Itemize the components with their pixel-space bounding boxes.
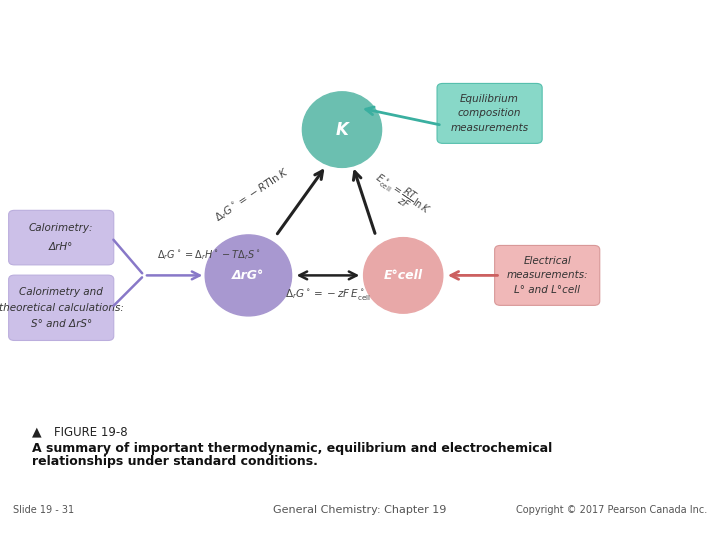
Text: L° and L°cell: L° and L°cell [514, 285, 580, 295]
Text: FIGURE 19-8: FIGURE 19-8 [54, 426, 127, 438]
Text: Calorimetry:: Calorimetry: [29, 224, 94, 233]
FancyBboxPatch shape [9, 210, 114, 265]
Ellipse shape [205, 235, 292, 316]
FancyBboxPatch shape [9, 275, 114, 341]
Text: theoretical calculations:: theoretical calculations: [0, 303, 124, 313]
Text: Calorimetry and: Calorimetry and [19, 287, 103, 296]
Text: Copyright © 2017 Pearson Canada Inc.: Copyright © 2017 Pearson Canada Inc. [516, 505, 707, 515]
FancyBboxPatch shape [495, 245, 600, 306]
Text: measurements: measurements [451, 123, 528, 133]
Text: ΔrH°: ΔrH° [49, 242, 73, 252]
Text: Electrical: Electrical [523, 256, 571, 266]
Text: Equilibrium: Equilibrium [460, 94, 519, 104]
Text: S° and ΔrS°: S° and ΔrS° [30, 319, 92, 329]
Text: ▲: ▲ [32, 426, 42, 438]
Text: K: K [336, 120, 348, 139]
Text: Slide 19 - 31: Slide 19 - 31 [13, 505, 74, 515]
Text: $\Delta_r G^\circ = -RT\ln K$: $\Delta_r G^\circ = -RT\ln K$ [212, 166, 292, 225]
Text: $E^\circ_{\rm cell} = \dfrac{RT}{zF}\ln K$: $E^\circ_{\rm cell} = \dfrac{RT}{zF}\ln … [369, 168, 435, 223]
Ellipse shape [364, 238, 443, 313]
Text: ΔrG°: ΔrG° [233, 269, 264, 282]
Text: A summary of important thermodynamic, equilibrium and electrochemical: A summary of important thermodynamic, eq… [32, 442, 553, 455]
FancyBboxPatch shape [437, 83, 542, 143]
Text: composition: composition [458, 109, 521, 118]
Ellipse shape [302, 92, 382, 167]
Text: E°cell: E°cell [384, 269, 423, 282]
Text: General Chemistry: Chapter 19: General Chemistry: Chapter 19 [274, 505, 446, 515]
Text: measurements:: measurements: [506, 271, 588, 280]
Text: $\Delta_r G^\circ = -zF\,E^\circ_{\rm cell}$: $\Delta_r G^\circ = -zF\,E^\circ_{\rm ce… [284, 287, 371, 302]
Text: relationships under standard conditions.: relationships under standard conditions. [32, 455, 318, 468]
Text: $\Delta_r G^\circ = \Delta_r H^\circ - T\Delta_r S^\circ$: $\Delta_r G^\circ = \Delta_r H^\circ - T… [157, 248, 261, 262]
